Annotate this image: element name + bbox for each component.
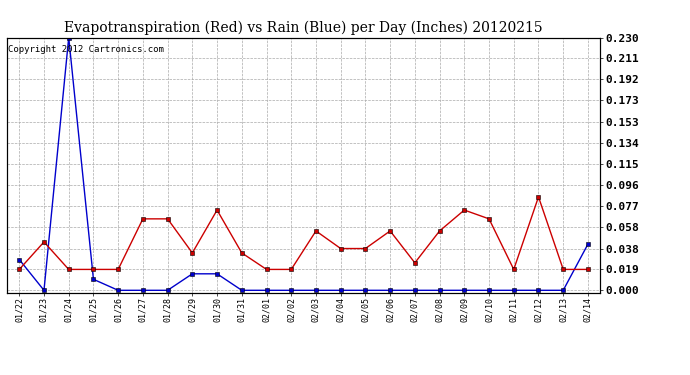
Title: Evapotranspiration (Red) vs Rain (Blue) per Day (Inches) 20120215: Evapotranspiration (Red) vs Rain (Blue) …	[64, 21, 543, 35]
Text: Copyright 2012 Cartronics.com: Copyright 2012 Cartronics.com	[8, 45, 164, 54]
